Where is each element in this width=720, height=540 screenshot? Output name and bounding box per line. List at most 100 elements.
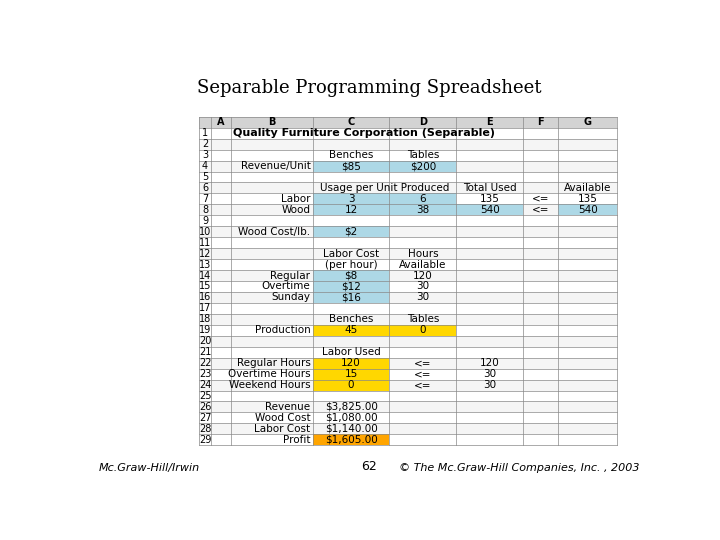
- Text: 15: 15: [199, 281, 211, 292]
- Text: Sunday: Sunday: [271, 293, 310, 302]
- Bar: [312, 369, 390, 380]
- Text: 9: 9: [202, 216, 208, 226]
- Text: Benches: Benches: [329, 150, 373, 160]
- Text: 30: 30: [416, 281, 430, 292]
- Bar: [199, 292, 617, 303]
- Bar: [199, 347, 617, 357]
- Bar: [390, 193, 456, 204]
- Bar: [312, 434, 390, 446]
- Text: 120: 120: [413, 271, 433, 281]
- Text: 29: 29: [199, 435, 211, 445]
- Bar: [312, 292, 390, 303]
- Text: D: D: [419, 117, 427, 127]
- Text: $16: $16: [341, 293, 361, 302]
- Text: 21: 21: [199, 347, 211, 357]
- Text: 26: 26: [199, 402, 211, 412]
- Text: © The Mc.Graw-Hill Companies, Inc. , 2003: © The Mc.Graw-Hill Companies, Inc. , 200…: [399, 463, 639, 473]
- Text: Labor Used: Labor Used: [322, 347, 380, 357]
- Text: 11: 11: [199, 238, 211, 248]
- Text: 120: 120: [341, 358, 361, 368]
- Bar: [199, 248, 617, 259]
- Text: 30: 30: [483, 380, 496, 390]
- Bar: [390, 204, 456, 215]
- Text: 20: 20: [199, 336, 211, 346]
- Text: Regular Hours: Regular Hours: [237, 358, 310, 368]
- Bar: [312, 160, 390, 172]
- Text: 24: 24: [199, 380, 211, 390]
- Text: F: F: [537, 117, 544, 127]
- Text: 3: 3: [202, 150, 208, 160]
- Text: <=: <=: [532, 194, 549, 204]
- Text: Separable Programming Spreadsheet: Separable Programming Spreadsheet: [197, 79, 541, 97]
- Text: Overtime Hours: Overtime Hours: [228, 369, 310, 379]
- Text: 45: 45: [344, 325, 358, 335]
- Text: $1,080.00: $1,080.00: [325, 413, 377, 423]
- Bar: [558, 204, 617, 215]
- Text: Wood Cost/lb.: Wood Cost/lb.: [238, 227, 310, 237]
- Bar: [199, 193, 617, 204]
- Bar: [199, 172, 617, 183]
- Text: 27: 27: [199, 413, 211, 423]
- Text: 120: 120: [480, 358, 500, 368]
- Bar: [312, 357, 390, 369]
- Bar: [199, 314, 617, 325]
- Bar: [390, 160, 456, 172]
- Bar: [312, 281, 390, 292]
- Text: G: G: [584, 117, 592, 127]
- Text: 6: 6: [202, 183, 208, 193]
- Text: 0: 0: [348, 380, 354, 390]
- Text: 12: 12: [344, 205, 358, 215]
- Text: Profit: Profit: [283, 435, 310, 445]
- Text: $3,825.00: $3,825.00: [325, 402, 377, 412]
- Bar: [199, 281, 617, 292]
- Text: 25: 25: [199, 391, 211, 401]
- Text: Total Used: Total Used: [463, 183, 516, 193]
- Bar: [199, 259, 617, 270]
- Text: 3: 3: [348, 194, 354, 204]
- Text: 17: 17: [199, 303, 211, 313]
- Text: $1,140.00: $1,140.00: [325, 424, 377, 434]
- Text: C: C: [348, 117, 355, 127]
- Text: 0: 0: [420, 325, 426, 335]
- Text: Usage per Unit Produced: Usage per Unit Produced: [320, 183, 449, 193]
- Bar: [199, 226, 617, 237]
- Text: Available: Available: [399, 260, 446, 269]
- Text: Regular: Regular: [271, 271, 310, 281]
- Text: <=: <=: [414, 369, 432, 379]
- Text: 10: 10: [199, 227, 211, 237]
- Text: 14: 14: [199, 271, 211, 281]
- Bar: [312, 204, 390, 215]
- Bar: [199, 128, 617, 139]
- Text: 18: 18: [199, 314, 211, 325]
- Text: 540: 540: [577, 205, 598, 215]
- Bar: [199, 401, 617, 413]
- Text: Overtime: Overtime: [262, 281, 310, 292]
- Text: Labor: Labor: [281, 194, 310, 204]
- Bar: [199, 237, 617, 248]
- Text: 30: 30: [483, 369, 496, 379]
- Text: 6: 6: [420, 194, 426, 204]
- Text: 16: 16: [199, 293, 211, 302]
- Text: 28: 28: [199, 424, 211, 434]
- Text: 7: 7: [202, 194, 208, 204]
- Text: Hours: Hours: [408, 248, 438, 259]
- Bar: [199, 413, 617, 423]
- Bar: [199, 204, 617, 215]
- Bar: [312, 193, 390, 204]
- Text: 30: 30: [416, 293, 430, 302]
- Text: 4: 4: [202, 161, 208, 171]
- Text: 5: 5: [202, 172, 208, 182]
- Bar: [199, 434, 617, 446]
- Text: 8: 8: [202, 205, 208, 215]
- Text: 13: 13: [199, 260, 211, 269]
- Text: $200: $200: [410, 161, 436, 171]
- Bar: [199, 150, 617, 160]
- Text: 135: 135: [480, 194, 500, 204]
- Bar: [199, 336, 617, 347]
- Text: <=: <=: [414, 358, 432, 368]
- Bar: [312, 270, 390, 281]
- Text: Weekend Hours: Weekend Hours: [229, 380, 310, 390]
- Text: $8: $8: [344, 271, 358, 281]
- Text: $85: $85: [341, 161, 361, 171]
- Text: $2: $2: [344, 227, 358, 237]
